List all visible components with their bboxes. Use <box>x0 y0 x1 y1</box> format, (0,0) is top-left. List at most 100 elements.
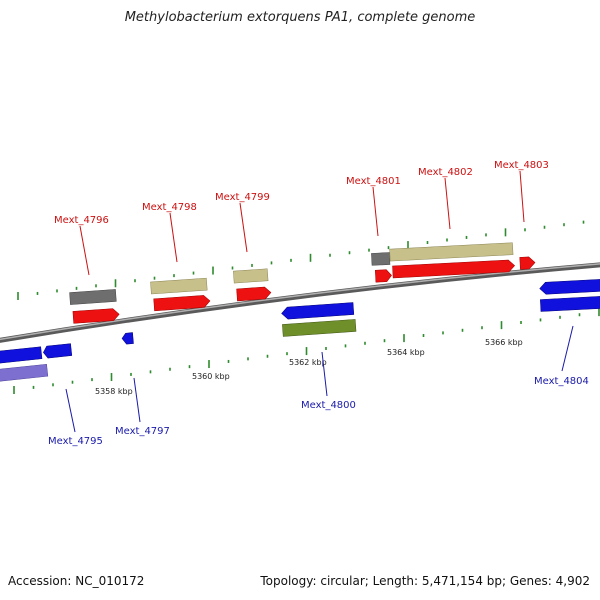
scale-label: 5364 kbp <box>387 348 425 357</box>
gene-bar[interactable] <box>389 242 514 262</box>
gene-bar[interactable] <box>150 277 208 295</box>
cds-arrow[interactable] <box>519 256 536 270</box>
genome-backbone <box>0 262 600 343</box>
scale-label: 5366 kbp <box>485 338 523 347</box>
gene-label[interactable]: Mext_4799 <box>215 192 270 203</box>
leader-line <box>169 212 178 263</box>
minor-tick <box>153 276 156 280</box>
scale-labels: 5358 kbp 5360 kbp 5362 kbp 5364 kbp 5366… <box>95 338 523 396</box>
minor-tick <box>582 220 585 224</box>
minor-tick <box>134 279 136 283</box>
gene-label[interactable]: Mext_4801 <box>346 176 401 187</box>
gene-bar[interactable] <box>282 319 357 337</box>
cds-arrow[interactable] <box>375 269 392 283</box>
leader-line <box>372 186 379 237</box>
minor-tick <box>192 271 195 275</box>
minor-tick <box>231 266 234 270</box>
minor-tick <box>130 372 132 376</box>
reverse-strand-features <box>0 278 600 383</box>
major-tick <box>114 279 117 288</box>
gene-bar[interactable] <box>233 268 269 284</box>
major-tick <box>208 360 210 369</box>
minor-tick <box>344 344 347 348</box>
leader-line <box>444 177 451 230</box>
minor-tick <box>52 383 54 387</box>
minor-tick <box>520 321 522 325</box>
gene-label[interactable]: Mext_4797 <box>115 426 170 437</box>
cds-arrow[interactable] <box>72 308 120 324</box>
major-tick <box>212 266 214 275</box>
reverse-gene-labels: Mext_4795 Mext_4797 Mext_4800 Mext_4804 <box>48 325 589 447</box>
cds-arrow[interactable] <box>43 343 73 359</box>
major-tick <box>598 308 600 317</box>
genome-backbone-highlight <box>0 263 600 341</box>
map-title: Methylobacterium extorquens PA1, complet… <box>124 10 476 25</box>
gene-bar[interactable] <box>69 289 117 305</box>
minor-tick <box>286 352 288 356</box>
minor-tick <box>442 331 444 335</box>
minor-tick <box>266 354 269 358</box>
gene-bar[interactable] <box>540 295 600 312</box>
cds-arrow[interactable] <box>281 302 355 320</box>
minor-tick <box>247 357 249 361</box>
minor-tick <box>368 248 370 252</box>
minor-tick <box>270 261 273 265</box>
minor-tick <box>75 286 78 290</box>
scale-label: 5360 kbp <box>192 372 230 381</box>
ruler-ticks-upper <box>17 220 585 300</box>
cds-arrow[interactable] <box>153 295 211 312</box>
leader-line <box>561 325 574 372</box>
minor-tick <box>251 263 253 267</box>
major-tick <box>500 321 503 330</box>
scale-label: 5358 kbp <box>95 387 133 396</box>
minor-tick <box>446 238 448 242</box>
minor-tick <box>95 284 97 288</box>
gene-label[interactable]: Mext_4803 <box>494 160 549 171</box>
major-tick <box>13 386 15 394</box>
leader-line <box>79 225 90 276</box>
accession-text: Accession: NC_010172 <box>8 574 145 588</box>
ruler-ticks-lower <box>13 308 600 394</box>
minor-tick <box>465 235 468 239</box>
minor-tick <box>524 228 526 232</box>
cds-arrow[interactable] <box>121 332 134 345</box>
minor-tick <box>56 289 58 293</box>
minor-tick <box>173 274 175 278</box>
minor-tick <box>485 233 487 237</box>
cds-arrow[interactable] <box>539 278 600 295</box>
minor-tick <box>227 359 230 363</box>
minor-tick <box>387 246 390 250</box>
cds-arrow[interactable] <box>236 286 272 302</box>
minor-tick <box>364 341 366 345</box>
minor-tick <box>383 339 386 343</box>
minor-tick <box>348 251 351 255</box>
minor-tick <box>149 370 152 374</box>
minor-tick <box>36 291 39 295</box>
gene-label[interactable]: Mext_4800 <box>301 400 356 411</box>
major-tick <box>110 373 113 382</box>
gene-label[interactable]: Mext_4802 <box>418 167 473 178</box>
major-tick <box>309 253 312 262</box>
minor-tick <box>539 318 542 322</box>
major-tick <box>17 292 19 300</box>
minor-tick <box>578 313 581 317</box>
cds-arrow[interactable] <box>0 346 43 365</box>
major-tick <box>407 241 409 250</box>
minor-tick <box>325 346 327 350</box>
gene-label[interactable]: Mext_4796 <box>54 215 109 226</box>
minor-tick <box>32 385 35 389</box>
major-tick <box>504 228 507 237</box>
cds-arrow[interactable] <box>392 259 515 279</box>
gene-label[interactable]: Mext_4798 <box>142 202 197 213</box>
gene-label[interactable]: Mext_4795 <box>48 436 103 447</box>
gene-bar[interactable] <box>0 363 49 383</box>
gene-bar[interactable] <box>371 252 391 266</box>
minor-tick <box>91 378 93 382</box>
leader-line <box>133 377 141 423</box>
minor-tick <box>329 253 331 257</box>
major-tick <box>305 347 308 356</box>
minor-tick <box>481 326 483 330</box>
genome-summary-text: Topology: circular; Length: 5,471,154 bp… <box>260 574 590 588</box>
minor-tick <box>188 365 191 369</box>
gene-label[interactable]: Mext_4804 <box>534 376 589 387</box>
